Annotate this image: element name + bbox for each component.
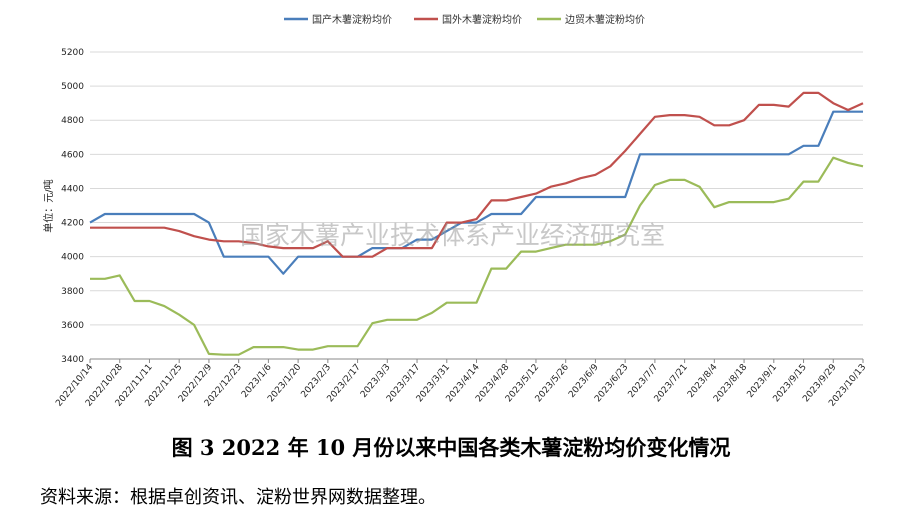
- chart-legend: 国产木薯淀粉均价 国外木薯淀粉均价 边贸木薯淀粉均价: [284, 13, 645, 26]
- y-axis-label: 单位：元/吨: [42, 179, 55, 232]
- y-tick-label: 5000: [61, 82, 84, 92]
- legend-label-3: 边贸木薯淀粉均价: [565, 13, 645, 26]
- y-tick-label: 3600: [61, 321, 84, 331]
- y-tick-label: 3400: [61, 355, 84, 365]
- y-tick-label: 4600: [61, 150, 84, 160]
- y-axis-ticks: 3400 3600 3800 4000 4200 4400 4600 4800 5000 5200: [61, 48, 84, 365]
- price-line-chart: 国产木薯淀粉均价 国外木薯淀粉均价 边贸木薯淀粉均价 3400 3600 3800 400…: [42, 13, 868, 409]
- figure-caption: 图 3 2022 年 10 月份以来中国各类木薯淀粉均价变化情况: [171, 435, 731, 460]
- series-line-2: [90, 91, 864, 258]
- series-lines: [89, 91, 864, 356]
- y-tick-label: 4400: [61, 184, 84, 194]
- y-tick-label: 5200: [61, 48, 84, 58]
- x-axis: 2022/10/142022/10/282022/11/112022/11/25…: [54, 359, 868, 409]
- series-line-1: [89, 110, 863, 275]
- chart-grid: [90, 51, 863, 360]
- y-tick-label: 3800: [61, 287, 84, 297]
- legend-label-2: 国外木薯淀粉均价: [442, 13, 522, 26]
- y-tick-label: 4000: [61, 253, 84, 263]
- watermark-text: 国家木薯产业技术体系产业经济研究室: [240, 221, 665, 250]
- y-tick-label: 4200: [61, 219, 84, 229]
- series-line-3: [90, 156, 864, 356]
- legend-label-1: 国产木薯淀粉均价: [312, 13, 392, 26]
- y-tick-label: 4800: [61, 116, 84, 126]
- data-source-note: 资料来源：根据卓创资讯、淀粉世界网数据整理。: [40, 487, 436, 508]
